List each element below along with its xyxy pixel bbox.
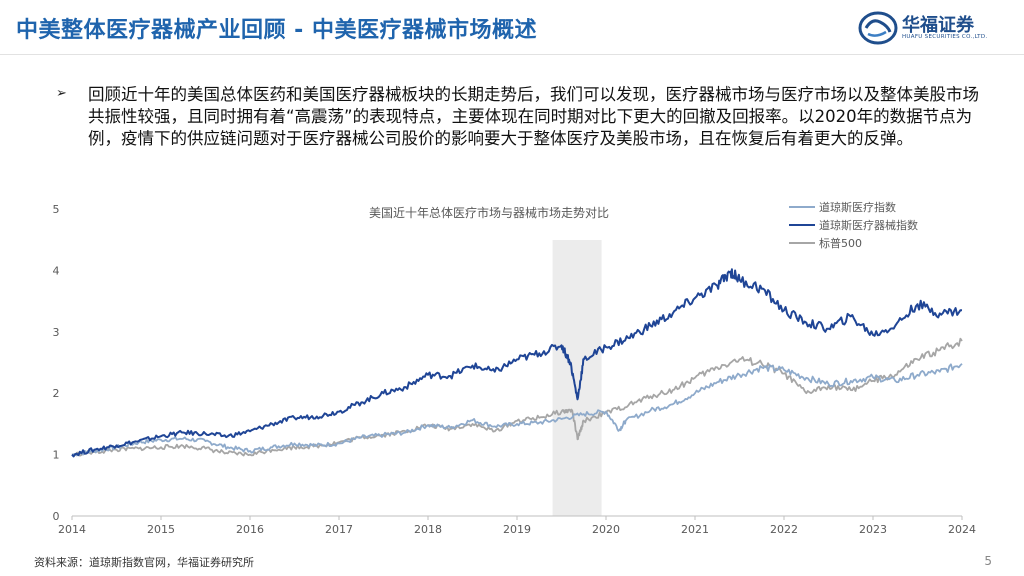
y-tick-label: 5	[53, 203, 60, 216]
series-layer	[71, 268, 963, 458]
x-tick-label: 2019	[503, 523, 531, 536]
company-logo: 华福证券 HUAFU SECURITIES CO.,LTD.	[858, 10, 988, 46]
logo-subtext: HUAFU SECURITIES CO.,LTD.	[902, 34, 988, 40]
logo-icon	[858, 11, 898, 45]
x-tick-label: 2017	[325, 523, 353, 536]
y-tick-label: 1	[53, 449, 60, 462]
y-tick-label: 2	[53, 387, 60, 400]
logo-text: 华福证券	[902, 15, 974, 36]
legend-label: 道琼斯医疗器械指数	[819, 218, 918, 232]
series-line-2	[71, 337, 963, 457]
series-line-0	[71, 363, 963, 457]
line-chart: 2014 2015 2016 2017 2018 2019 2020 2021 2022 2023…	[53, 200, 977, 536]
x-tick-label: 2016	[236, 523, 264, 536]
page-number: 5	[984, 554, 992, 568]
x-tick-label: 2018	[414, 523, 442, 536]
x-tick-label: 2023	[859, 523, 887, 536]
x-tick-label: 2015	[147, 523, 175, 536]
series-line-1	[71, 268, 963, 458]
y-tick-label: 3	[53, 326, 60, 339]
legend-label: 标普500	[819, 236, 862, 250]
x-tick-label: 2024	[948, 523, 976, 536]
covid-highlight-band	[552, 240, 602, 516]
x-tick-label: 2022	[770, 523, 798, 536]
chart-title: 美国近十年总体医疗市场与器械市场走势对比	[369, 205, 609, 220]
y-tick-label: 0	[53, 510, 60, 523]
x-tick-label: 2021	[681, 523, 709, 536]
page-title: 中美整体医疗器械产业回顾 - 中美医疗器械市场概述	[16, 18, 537, 43]
legend-label: 道琼斯医疗指数	[819, 200, 896, 214]
axis-layer: 2014 2015 2016 2017 2018 2019 2020 2021 2022 2023…	[53, 203, 977, 536]
summary-paragraph: 回顾近十年的美国总体医药和美国医疗器械板块的长期走势后，我们可以发现，医疗器械市…	[88, 85, 979, 148]
data-source-note: 资料来源：道琼斯指数官网，华福证券研究所	[34, 556, 254, 569]
x-tick-label: 2020	[592, 523, 620, 536]
highlight-layer	[552, 240, 602, 516]
y-tick-label: 4	[53, 264, 60, 277]
x-tick-label: 2014	[58, 523, 86, 536]
bullet-arrow-icon: ➢	[56, 86, 67, 101]
header-divider	[0, 54, 1024, 55]
